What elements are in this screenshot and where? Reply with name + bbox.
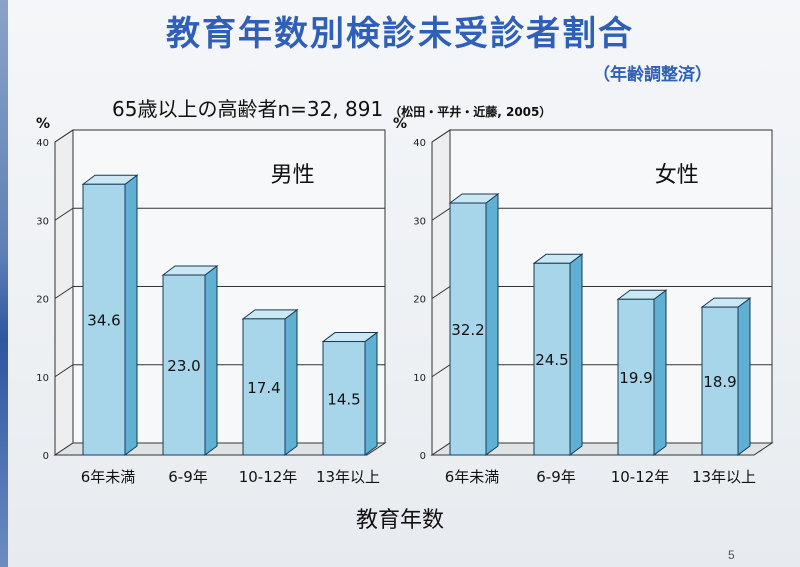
y-tick-label: 30: [36, 216, 49, 227]
bar-value-label: 19.9: [619, 369, 652, 387]
x-tick-label: 6年未満: [445, 468, 500, 486]
bar-value-label: 14.5: [327, 390, 360, 408]
chart-male: 0 10 20 30 40% 男性 34.6 6年未満 23.0 6-9年 17.4 10-12年 14…: [36, 116, 387, 486]
bar-value-label: 32.2: [451, 321, 484, 339]
y-axis-title: %: [36, 116, 50, 132]
bar-side: [485, 193, 499, 456]
gridline: [431, 129, 772, 143]
bar-side: [737, 297, 751, 456]
bar-value-label: 34.6: [87, 312, 120, 330]
bar-value-label: 18.9: [703, 373, 736, 391]
chart-title: 男性: [271, 163, 315, 188]
x-tick-label: 13年以上: [692, 468, 756, 486]
bar-side: [364, 331, 378, 456]
bar-value-label: 23.0: [167, 357, 200, 375]
x-tick-label: 13年以上: [316, 468, 380, 486]
x-tick-label: 6-9年: [168, 468, 208, 486]
bar-side: [284, 308, 298, 456]
bar-value-label: 24.5: [535, 351, 568, 369]
y-tick-label: 0: [43, 451, 49, 462]
slide-title: 教育年数別検診未受診者割合: [166, 14, 634, 54]
y-tick-label: 20: [413, 295, 426, 306]
bar: [322, 341, 366, 456]
chart-female: 0 10 20 30 40% 女性 32.2 6年未満 24.5 6-9年 19.9 10-12年 18…: [393, 116, 774, 486]
x-axis-title: 教育年数: [356, 508, 444, 533]
bar: [242, 318, 286, 456]
gridline: [54, 286, 385, 299]
gridline: [54, 129, 385, 143]
gridline: [54, 207, 385, 221]
bar: [449, 202, 487, 456]
y-tick-label: 40: [413, 138, 426, 149]
y-tick-label: 30: [413, 216, 426, 227]
bar: [162, 274, 206, 456]
x-tick-label: 10-12年: [611, 468, 670, 486]
bar-side: [204, 265, 218, 456]
y-tick-label: 10: [413, 373, 426, 384]
x-tick-label: 10-12年: [239, 468, 298, 486]
slide-edge-decoration: [0, 0, 8, 567]
y-axis-title: %: [393, 116, 407, 132]
page-number: 5: [728, 548, 735, 562]
x-tick-label: 6-9年: [536, 468, 576, 486]
slide-caption: 65歳以上の高齢者n=32, 891 （松田・平井・近藤, 2005）: [112, 93, 551, 122]
bar: [82, 183, 126, 456]
bar: [533, 262, 571, 456]
x-tick-label: 6年未満: [81, 468, 136, 486]
bar-value-label: 17.4: [247, 379, 280, 397]
caption-text: 65歳以上の高齢者n=32, 891: [112, 97, 384, 121]
chart-title: 女性: [655, 163, 699, 188]
y-tick-label: 40: [36, 138, 49, 149]
y-tick-label: 0: [420, 451, 426, 462]
bar: [617, 298, 655, 456]
bar: [701, 306, 739, 456]
bar-side: [124, 174, 138, 456]
bar-side: [569, 253, 583, 456]
bar-side: [653, 289, 667, 456]
slide-subtitle: （年齢調整済）: [593, 65, 712, 85]
y-tick-label: 10: [36, 373, 49, 384]
caption-reference: （松田・平井・近藤, 2005）: [389, 105, 552, 119]
y-tick-label: 20: [36, 295, 49, 306]
